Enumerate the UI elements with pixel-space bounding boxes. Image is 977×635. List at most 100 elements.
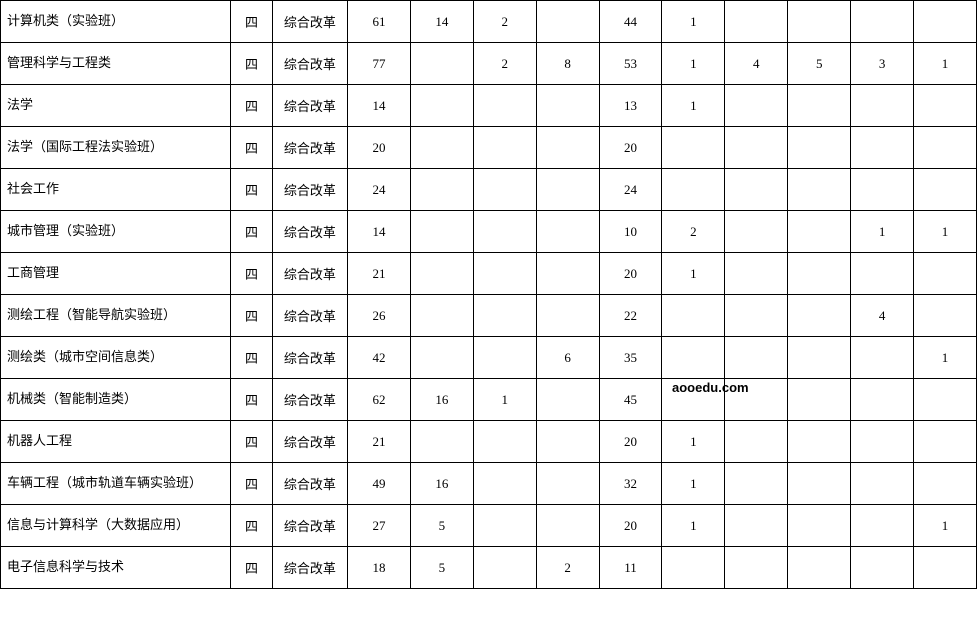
data-cell: 综合改革 (272, 127, 347, 169)
data-cell: 1 (473, 379, 536, 421)
data-cell (788, 295, 851, 337)
data-cell (536, 379, 599, 421)
data-cell (473, 295, 536, 337)
data-cell: 综合改革 (272, 85, 347, 127)
data-cell: 3 (851, 43, 914, 85)
data-cell (851, 547, 914, 589)
data-cell: 4 (851, 295, 914, 337)
data-cell (851, 505, 914, 547)
data-cell (473, 421, 536, 463)
data-cell: 综合改革 (272, 463, 347, 505)
data-cell (725, 295, 788, 337)
data-cell: 四 (231, 253, 273, 295)
data-cell: 2 (473, 43, 536, 85)
data-cell: 62 (348, 379, 411, 421)
data-cell: 四 (231, 547, 273, 589)
data-cell: 5 (410, 505, 473, 547)
data-cell (473, 211, 536, 253)
data-cell (410, 169, 473, 211)
data-cell (473, 169, 536, 211)
data-cell: 四 (231, 169, 273, 211)
data-cell (473, 337, 536, 379)
table-row: 工商管理四综合改革21201 (1, 253, 977, 295)
data-cell: 77 (348, 43, 411, 85)
data-cell (851, 253, 914, 295)
data-cell: 20 (599, 127, 662, 169)
data-cell: 1 (662, 421, 725, 463)
data-cell: 四 (231, 505, 273, 547)
data-cell (914, 253, 977, 295)
data-cell (788, 547, 851, 589)
data-cell (536, 253, 599, 295)
major-name-cell: 城市管理（实验班） (1, 211, 231, 253)
data-cell (725, 211, 788, 253)
data-cell: 14 (348, 211, 411, 253)
data-cell (788, 127, 851, 169)
data-cell (914, 169, 977, 211)
table-row: 车辆工程（城市轨道车辆实验班）四综合改革4916321 (1, 463, 977, 505)
data-cell: 1 (914, 211, 977, 253)
data-cell (788, 379, 851, 421)
data-cell: 综合改革 (272, 547, 347, 589)
data-cell (914, 85, 977, 127)
table-row: 社会工作四综合改革2424 (1, 169, 977, 211)
enrollment-table: 计算机类（实验班）四综合改革61142441管理科学与工程类四综合改革77285… (0, 0, 977, 589)
table-container: 计算机类（实验班）四综合改革61142441管理科学与工程类四综合改革77285… (0, 0, 977, 589)
data-cell (851, 463, 914, 505)
major-name-cell: 电子信息科学与技术 (1, 547, 231, 589)
major-name-cell: 计算机类（实验班） (1, 1, 231, 43)
data-cell: 1 (851, 211, 914, 253)
data-cell (536, 1, 599, 43)
data-cell: 1 (914, 337, 977, 379)
data-cell (662, 127, 725, 169)
data-cell (725, 379, 788, 421)
data-cell (725, 1, 788, 43)
data-cell: 综合改革 (272, 1, 347, 43)
data-cell: 6 (536, 337, 599, 379)
data-cell: 四 (231, 1, 273, 43)
table-row: 测绘工程（智能导航实验班）四综合改革26224 (1, 295, 977, 337)
data-cell (662, 547, 725, 589)
data-cell: 1 (662, 85, 725, 127)
major-name-cell: 机械类（智能制造类） (1, 379, 231, 421)
data-cell (788, 253, 851, 295)
data-cell: 1 (914, 505, 977, 547)
data-cell: 四 (231, 295, 273, 337)
data-cell (851, 127, 914, 169)
data-cell (536, 505, 599, 547)
data-cell (536, 169, 599, 211)
data-cell: 四 (231, 421, 273, 463)
data-cell (473, 127, 536, 169)
data-cell: 1 (662, 505, 725, 547)
data-cell: 53 (599, 43, 662, 85)
data-cell: 20 (599, 505, 662, 547)
table-row: 信息与计算科学（大数据应用）四综合改革2752011 (1, 505, 977, 547)
data-cell (725, 85, 788, 127)
data-cell (851, 337, 914, 379)
data-cell: 45 (599, 379, 662, 421)
data-cell (914, 295, 977, 337)
data-cell (725, 169, 788, 211)
data-cell: 四 (231, 337, 273, 379)
major-name-cell: 社会工作 (1, 169, 231, 211)
data-cell: 16 (410, 379, 473, 421)
data-cell: 24 (348, 169, 411, 211)
data-cell: 1 (662, 1, 725, 43)
data-cell: 1 (662, 43, 725, 85)
data-cell: 21 (348, 253, 411, 295)
data-cell: 14 (410, 1, 473, 43)
data-cell: 四 (231, 127, 273, 169)
data-cell (914, 421, 977, 463)
major-name-cell: 信息与计算科学（大数据应用） (1, 505, 231, 547)
data-cell (725, 505, 788, 547)
data-cell (851, 169, 914, 211)
table-row: 法学四综合改革14131 (1, 85, 977, 127)
major-name-cell: 法学 (1, 85, 231, 127)
major-name-cell: 测绘工程（智能导航实验班） (1, 295, 231, 337)
data-cell (662, 337, 725, 379)
data-cell (851, 85, 914, 127)
data-cell (410, 127, 473, 169)
data-cell: 20 (348, 127, 411, 169)
data-cell: 5 (410, 547, 473, 589)
major-name-cell: 法学（国际工程法实验班） (1, 127, 231, 169)
